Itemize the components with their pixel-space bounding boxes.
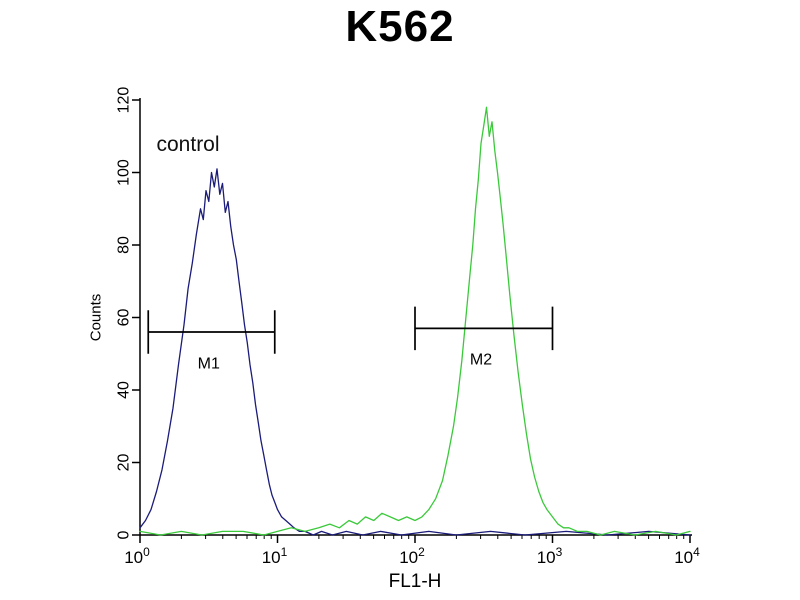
y-axis-title: Counts [88,294,105,342]
y-tick-label: 120 [116,87,133,114]
x-tick-label: 100 [124,545,150,567]
series-sample [139,106,691,536]
y-tick-label: 80 [116,236,133,254]
y-tick-label: 20 [116,454,133,472]
x-tick-label: 103 [537,545,563,567]
x-axis-title: FL1-H [389,571,442,592]
chart-title: K562 [345,2,455,51]
x-tick-label: 101 [262,545,288,567]
marker-M1-label: M1 [198,355,220,372]
x-tick-label: 102 [399,545,425,567]
y-tick-label: 100 [116,159,133,186]
x-tick-label: 104 [674,545,700,567]
marker-M2-label: M2 [470,352,492,369]
y-tick-label: 0 [116,530,133,539]
y-tick-label: 60 [116,309,133,327]
annotation-control: control [157,133,220,156]
y-tick-label: 40 [116,381,133,399]
series-control [139,168,691,536]
